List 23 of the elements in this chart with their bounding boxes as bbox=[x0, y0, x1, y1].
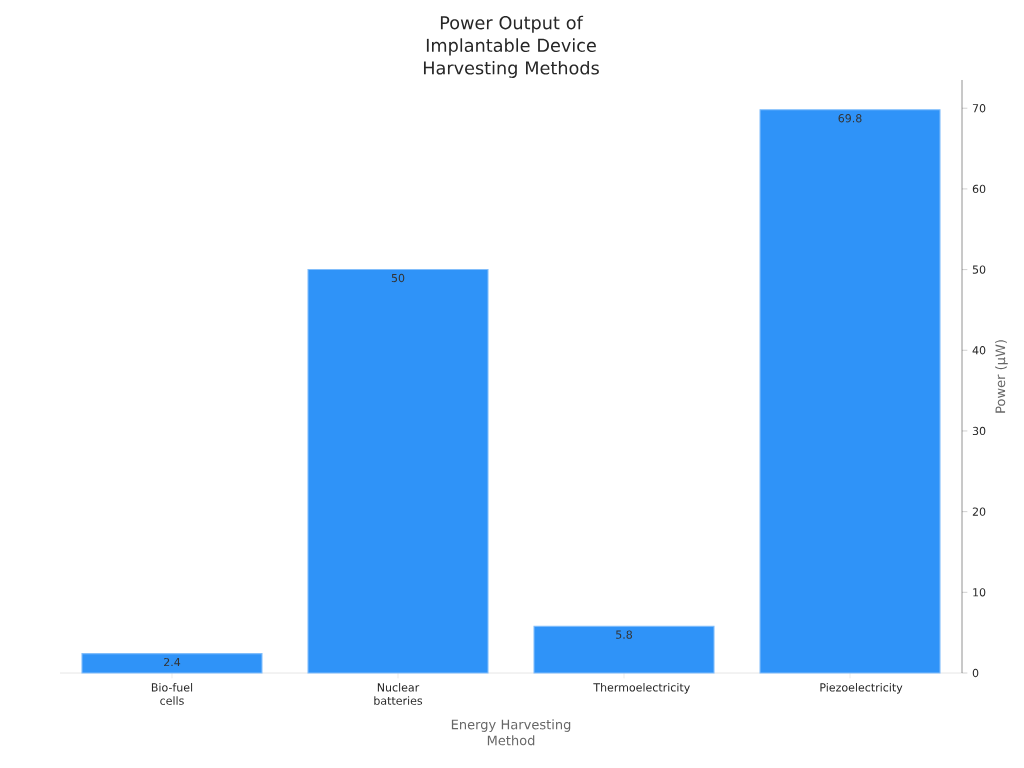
y-tick-label: 70 bbox=[972, 104, 986, 113]
data-label: 2.4 bbox=[164, 657, 181, 667]
chart-title: Power Output of Implantable Device Harvesting Methods bbox=[423, 15, 599, 78]
y-tick-label: 30 bbox=[972, 426, 986, 436]
y-tick-label: 60 bbox=[972, 184, 986, 194]
data-label: 69.8 bbox=[838, 114, 862, 123]
data-label: 50 bbox=[391, 273, 405, 283]
y-tick-label: 40 bbox=[972, 346, 986, 355]
bar bbox=[759, 109, 941, 674]
y-tick-label: 0 bbox=[972, 668, 979, 678]
bar bbox=[307, 269, 489, 674]
x-axis-title: Energy Harvesting Method bbox=[451, 719, 571, 746]
y-tick-label: 20 bbox=[972, 507, 986, 516]
x-tick-label: Nuclear batteries bbox=[374, 683, 423, 705]
y-axis-title: Power (μW) bbox=[995, 340, 1008, 413]
x-tick-label: Piezoelectricity bbox=[820, 683, 903, 694]
x-tick-label: Thermoelectricity bbox=[593, 683, 690, 694]
y-tick-label: 50 bbox=[972, 265, 986, 274]
data-label: 5.8 bbox=[616, 630, 633, 639]
y-tick-label: 10 bbox=[973, 588, 986, 597]
x-tick-label: Bio-fuel cells bbox=[151, 683, 193, 705]
bar bbox=[81, 653, 263, 674]
bar bbox=[533, 625, 715, 674]
